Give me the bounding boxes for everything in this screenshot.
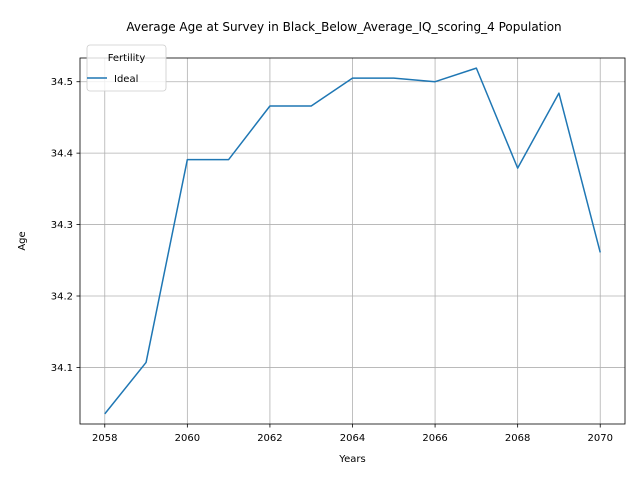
x-tick-label: 2068 [505, 433, 530, 444]
x-axis: 2058 2060 2062 2064 2066 2068 2070 [92, 424, 613, 444]
y-tick-label: 34.3 [51, 220, 73, 231]
x-tick-label: 2062 [257, 433, 282, 444]
y-tick-label: 34.5 [51, 77, 73, 88]
y-tick-label: 34.2 [51, 292, 73, 303]
y-axis-label: Age [17, 231, 28, 250]
y-tick-label: 34.4 [51, 149, 73, 160]
legend-label-ideal: Ideal [114, 74, 138, 85]
legend: Fertility Ideal [86, 44, 167, 92]
x-tick-label: 2060 [175, 433, 200, 444]
y-axis: 34.1 34.2 34.3 34.4 34.5 [51, 77, 80, 374]
series-line-ideal [104, 67, 601, 415]
grid [80, 58, 625, 424]
legend-title: Fertility [108, 53, 146, 64]
x-tick-label: 2070 [588, 433, 613, 444]
x-axis-label: Years [338, 454, 365, 465]
x-tick-label: 2066 [422, 433, 447, 444]
y-tick-label: 34.1 [51, 363, 73, 374]
x-tick-label: 2058 [92, 433, 117, 444]
legend-box [86, 44, 167, 92]
x-tick-label: 2064 [340, 433, 365, 444]
chart-title: Average Age at Survey in Black_Below_Ave… [126, 20, 561, 34]
series-layer [104, 67, 601, 415]
